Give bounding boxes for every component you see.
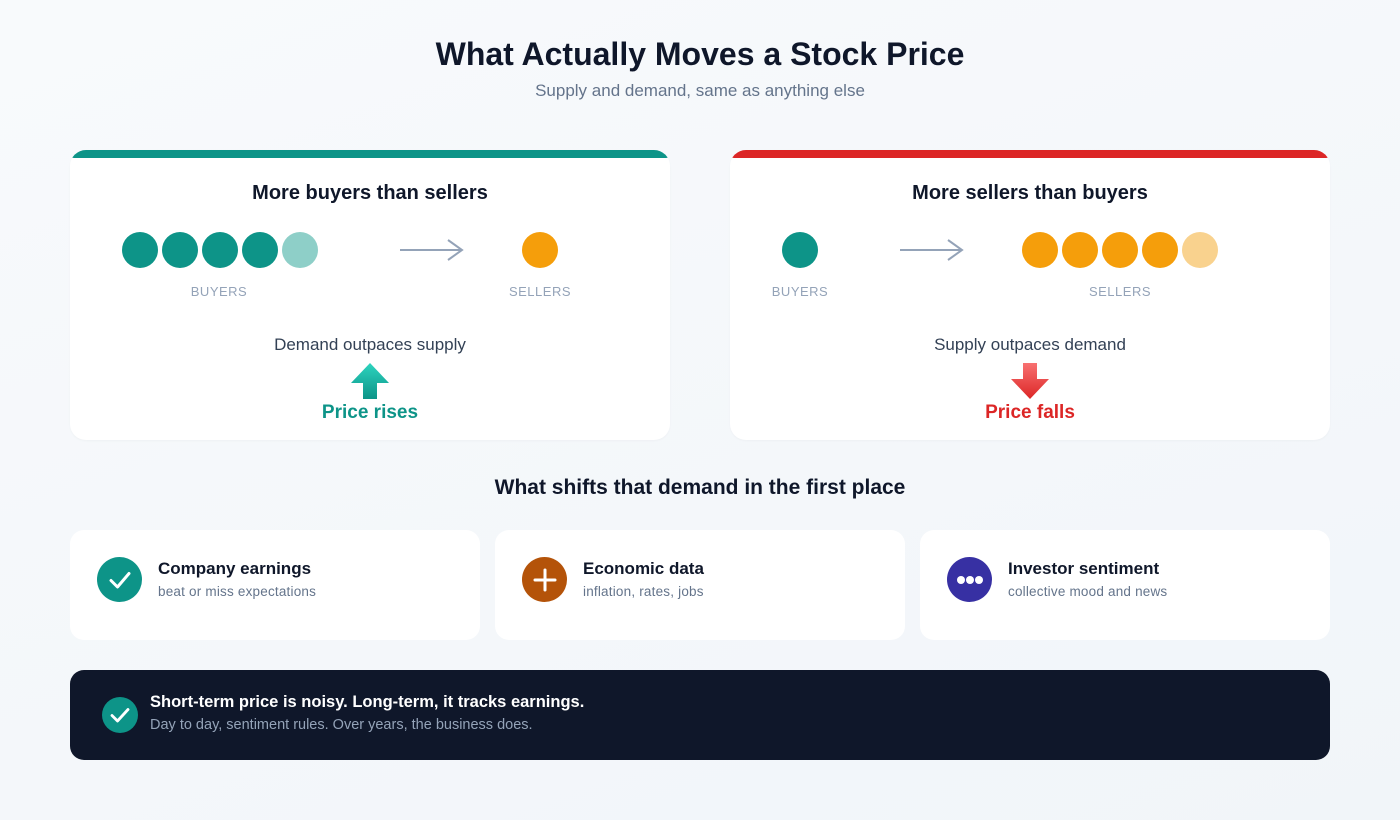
sellers-label: SELLERS [1088,284,1152,299]
ellipsis-icon [947,557,992,602]
up-arrow-icon [351,363,389,399]
price-falls-label: Price falls [985,402,1075,423]
sellers-label: SELLERS [508,284,572,299]
card-heading: More buyers than sellers [252,182,488,204]
card-heading: More sellers than buyers [912,182,1148,204]
driver-card-economic-data: Economic data inflation, rates, jobs [495,530,905,640]
seller-dot [1022,232,1058,268]
buyers-label: BUYERS [771,284,829,299]
card-accent-bar [70,150,670,158]
buyer-dot [782,232,818,268]
plus-icon [522,557,567,602]
note-title: Short-term price is noisy. Long-term, it… [150,693,585,711]
buyer-dot [162,232,198,268]
buyer-dot [282,232,318,268]
right-arrow-icon [400,239,464,261]
drivers-heading: What shifts that demand in the first pla… [494,476,906,499]
seller-dot [1102,232,1138,268]
driver-subtitle: beat or miss expectations [158,584,317,599]
sellers-scenario-card: More sellers than buyers BUYERS SELLERS … [730,150,1330,440]
buyers-label: BUYERS [190,284,248,299]
price-rises-label: Price rises [321,402,419,423]
driver-card-sentiment: Investor sentiment collective mood and n… [920,530,1330,640]
buyer-dot [202,232,238,268]
note-subtitle: Day to day, sentiment rules. Over years,… [150,717,533,733]
driver-title: Investor sentiment [1008,559,1160,578]
balance-text: Demand outpaces supply [274,335,466,354]
card-accent-bar [730,150,1330,158]
down-arrow-icon [1011,363,1049,399]
buyers-scenario-card: More buyers than sellers BUYERS SELLERS … [70,150,670,440]
balance-text: Supply outpaces demand [934,335,1126,354]
driver-subtitle: collective mood and news [1008,584,1168,599]
driver-title: Economic data [583,559,704,578]
buyer-dot [122,232,158,268]
seller-dot [1062,232,1098,268]
driver-card-earnings: Company earnings beat or miss expectatio… [70,530,480,640]
driver-title: Company earnings [158,559,312,578]
checkmark-icon [102,697,138,733]
page-title: What Actually Moves a Stock Price [435,36,965,72]
summary-note: Short-term price is noisy. Long-term, it… [70,670,1330,760]
seller-dot [522,232,558,268]
buyer-dot [242,232,278,268]
seller-dot [1142,232,1178,268]
seller-dot [1182,232,1218,268]
checkmark-icon [97,557,142,602]
driver-subtitle: inflation, rates, jobs [583,584,704,599]
right-arrow-icon [900,239,964,261]
page-subtitle: Supply and demand, same as anything else [535,81,865,100]
